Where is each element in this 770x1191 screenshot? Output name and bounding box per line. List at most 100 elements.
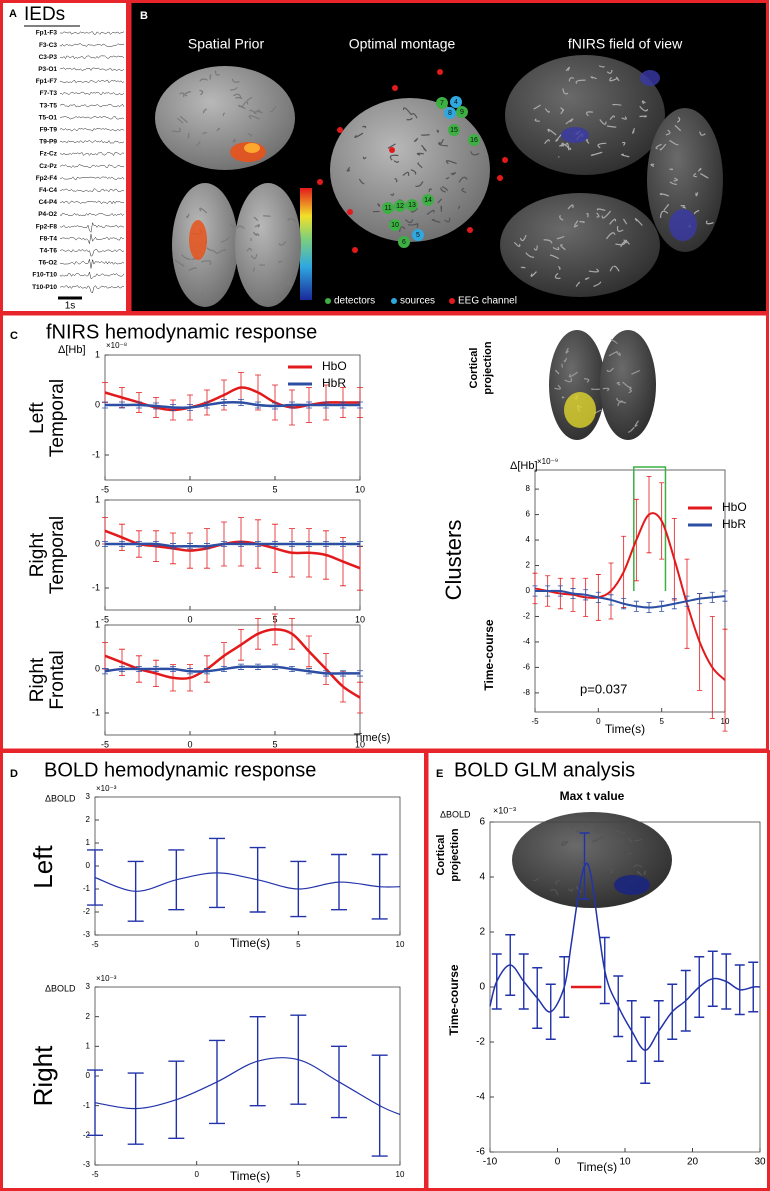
inset-label: Cortical (468, 348, 480, 389)
sulcus (615, 239, 626, 246)
sulcus (559, 214, 564, 221)
eeg-electrode (347, 209, 353, 215)
brain (155, 66, 295, 170)
sulcus (621, 141, 626, 146)
eeg-electrode (337, 127, 343, 133)
sulcus (634, 839, 642, 842)
sulcus (636, 870, 643, 876)
sulcus (695, 192, 699, 197)
sulcus (676, 116, 681, 123)
eeg-trace (59, 55, 125, 60)
y-tick-label: 0 (95, 663, 100, 673)
sulcus (705, 220, 714, 225)
sulcus (596, 208, 606, 211)
channel-label: Fp2-F8 (36, 223, 58, 230)
y-axis-label: ΔBOLD (440, 809, 471, 819)
channel-label: Cz-Pz (39, 163, 57, 170)
sulcus (606, 69, 613, 74)
sulcus (387, 143, 396, 149)
legend-dot (325, 298, 331, 304)
optode (468, 134, 480, 146)
sulcus (278, 260, 283, 263)
y-tick-label: -2 (83, 1130, 91, 1139)
sulcus (606, 125, 617, 128)
sulcus (622, 218, 628, 225)
sulcus (663, 204, 670, 211)
sulcus (257, 109, 262, 113)
optode (444, 107, 456, 119)
channel-label: F8-T4 (40, 235, 58, 242)
sulcus (195, 140, 201, 147)
eeg-trace (59, 200, 125, 205)
y-tick-label: -2 (83, 907, 91, 916)
sulcus (547, 128, 557, 136)
eeg-trace (59, 221, 125, 233)
y-tick-label: -8 (523, 688, 531, 697)
y-tick-label: -1 (83, 1101, 91, 1110)
y-tick-label: -2 (523, 612, 531, 621)
optode-label: 6 (402, 239, 406, 246)
activation (669, 209, 697, 241)
legend-dot (391, 298, 397, 304)
channel-label: F3-C3 (39, 42, 57, 49)
sulcus (567, 888, 574, 892)
x-tick-label: 0 (555, 1157, 561, 1168)
sulcus (583, 822, 588, 827)
sulcus (560, 244, 566, 251)
y-tick-label: -1 (83, 884, 91, 893)
channel-label: T5-O1 (39, 114, 58, 121)
sulcus (393, 160, 399, 163)
sulcus (180, 115, 188, 123)
x-tick-label: -5 (91, 1170, 99, 1179)
eeg-trace (59, 128, 125, 132)
x-tick-label: -5 (101, 739, 109, 749)
optode (422, 194, 434, 206)
sulcus (659, 143, 667, 151)
eeg-trace (59, 258, 125, 269)
sulcus (210, 249, 218, 254)
sulcus (584, 277, 590, 280)
sulcus (281, 283, 293, 286)
sulcus (612, 103, 622, 106)
y-tick-label: -1 (92, 707, 100, 717)
sulcus (544, 108, 550, 113)
sulcus (513, 241, 521, 247)
optode-label: 8 (448, 110, 452, 117)
eeg-trace (59, 79, 125, 84)
x-tick-label: -5 (101, 484, 109, 494)
eeg-electrode (437, 69, 443, 75)
eeg-trace (59, 104, 125, 108)
inset-label: projection (482, 341, 494, 394)
sulcus (390, 193, 395, 196)
x-axis-label: Time(s) (354, 732, 391, 744)
series-line (105, 400, 360, 410)
x-tick-label: 5 (659, 717, 664, 726)
y-tick-label: -3 (83, 930, 91, 939)
sulcus (445, 177, 450, 180)
sulcus (230, 86, 238, 91)
panel-title: IEDs (24, 4, 65, 25)
legend-label: HbR (722, 517, 746, 531)
sulcus (253, 110, 264, 114)
sulcus (604, 825, 611, 828)
sulcus (389, 154, 399, 161)
row-label: Right (28, 1045, 58, 1106)
panel-title: BOLD hemodynamic response (44, 759, 316, 781)
channel-label: F4-C4 (39, 187, 57, 194)
channel-label: P4-O2 (38, 211, 57, 218)
y-tick-label: 1 (95, 619, 100, 629)
optode-label: 7 (440, 100, 444, 107)
optode (448, 124, 460, 136)
sulcus (568, 371, 578, 378)
sulcus (639, 106, 649, 112)
sulcus (626, 852, 633, 856)
sulcus (247, 132, 253, 137)
sulcus (555, 880, 560, 885)
view-title: Optimal montage (349, 36, 456, 52)
sulcus (608, 351, 619, 357)
row-label: Right (27, 532, 48, 577)
activation (561, 127, 589, 143)
sulcus (405, 219, 414, 224)
x-tick-label: 10 (619, 1157, 631, 1168)
sulcus (534, 118, 540, 122)
